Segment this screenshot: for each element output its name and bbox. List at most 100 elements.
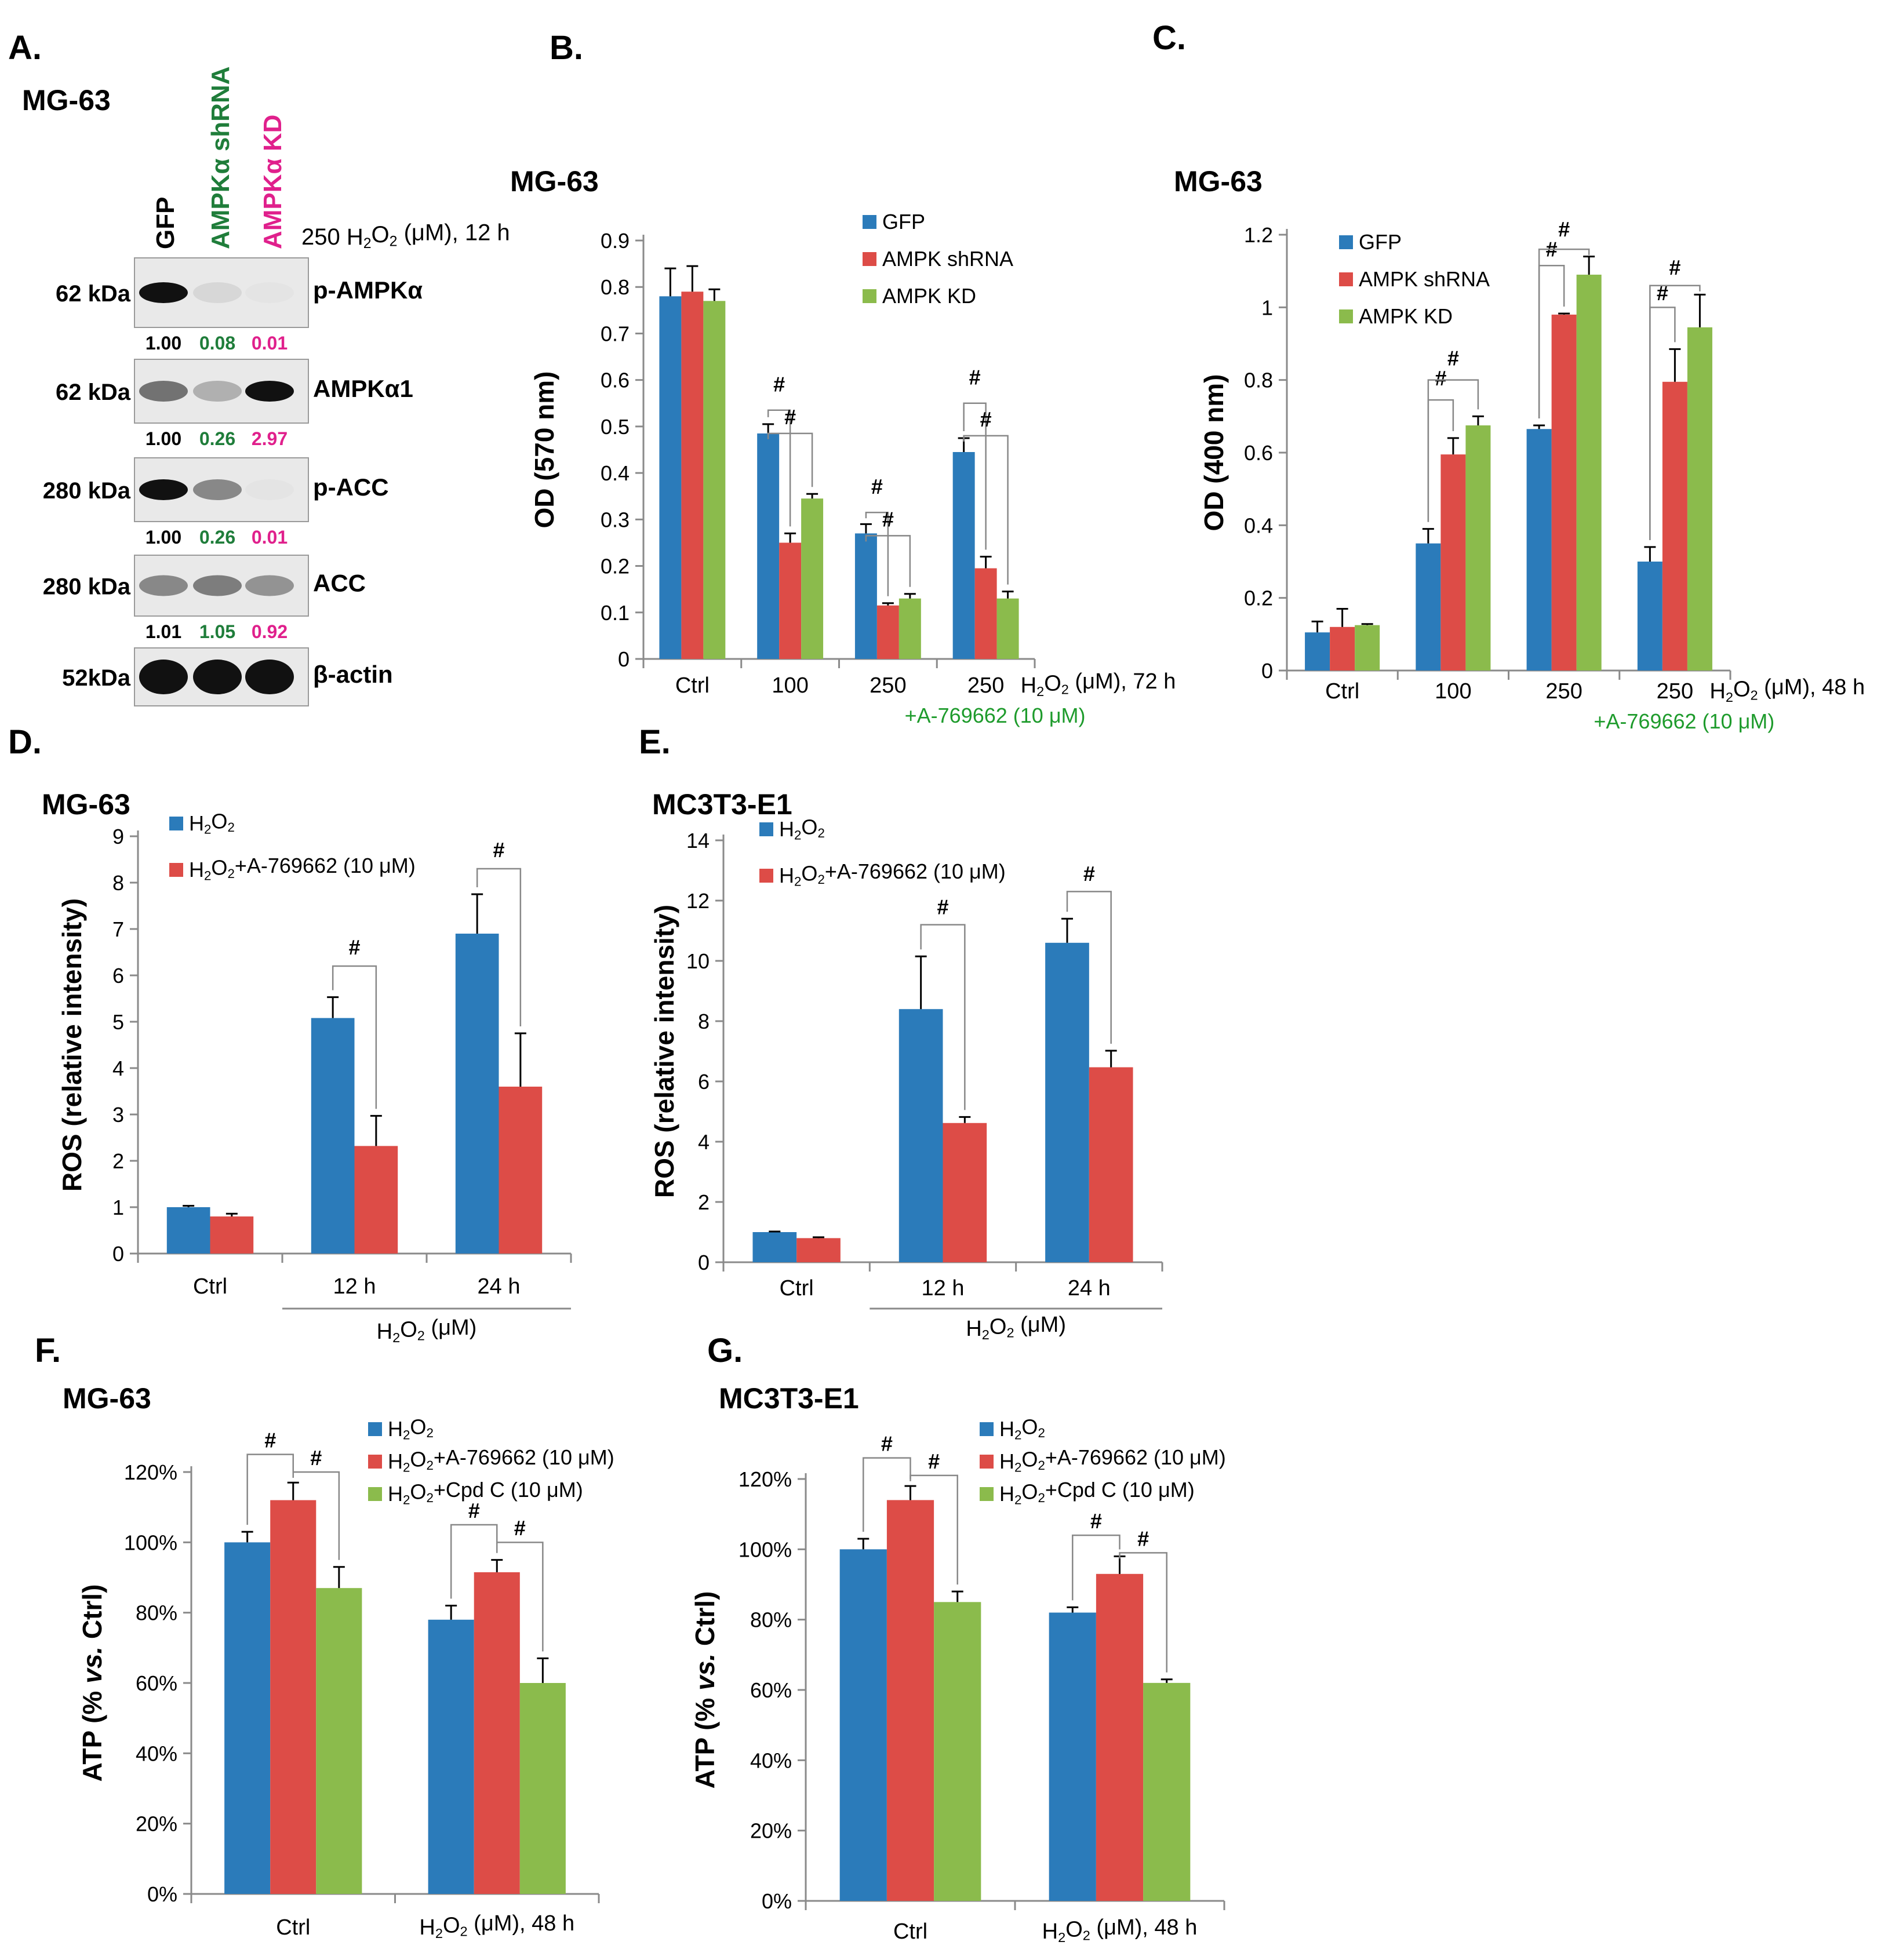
chart-title: MC3T3-E1 (719, 1382, 859, 1415)
significance-mark: # (514, 1516, 526, 1540)
y-tick-label: 4 (112, 1056, 124, 1080)
blot-value: 0.01 (252, 333, 288, 354)
blot-value: 0.01 (252, 527, 288, 548)
blot-kda: 280 kDa (43, 574, 131, 600)
y-tick-label: 6 (698, 1070, 710, 1094)
y-tick-label: 0 (1261, 659, 1273, 683)
y-tick-label: 0% (762, 1889, 792, 1913)
blot-value: 0.08 (199, 333, 235, 354)
bar-f-s0-g1 (428, 1619, 474, 1894)
chart-title: MC3T3-E1 (652, 788, 792, 821)
legend-label: H2O2​+A-769662 (10 μM) (779, 859, 1006, 888)
blot-band (139, 575, 188, 596)
blot-band (193, 381, 242, 402)
x-category-label: 250 (967, 673, 1004, 698)
bar-c-s1-g2 (1551, 314, 1577, 671)
lane-label: AMPKα shRNA (206, 67, 235, 250)
panel-label-a: A. (8, 29, 42, 67)
bar-c-s0-g2 (1526, 429, 1552, 671)
bar-b-s1-g3 (974, 568, 997, 659)
y-tick-label: 40% (136, 1742, 177, 1765)
bar-c-s2-g3 (1687, 327, 1712, 671)
y-tick-label: 8 (112, 871, 124, 895)
legend-label: H2O2​+Cpd C (10 μM) (388, 1478, 583, 1507)
y-tick-label: 2 (698, 1190, 710, 1214)
bar-b-s0-g0 (659, 296, 682, 659)
legend-swatch (169, 817, 183, 830)
legend-swatch (863, 252, 876, 266)
x-category-label: Ctrl (1325, 679, 1359, 704)
x-category-label: 100 (1435, 679, 1471, 704)
bar-b-s2-g0 (703, 301, 726, 659)
y-tick-label: 0.5 (601, 415, 630, 439)
significance-mark: # (264, 1429, 276, 1452)
bar-f-s0-g0 (224, 1542, 271, 1894)
bar-c-s1-g1 (1440, 454, 1466, 671)
y-tick-label: 2 (112, 1149, 124, 1173)
legend-swatch (1339, 272, 1353, 286)
blot-band (245, 282, 294, 303)
bar-c-s2-g2 (1576, 274, 1602, 671)
y-tick-label: 9 (112, 825, 124, 848)
blot-band (139, 381, 188, 402)
panel-label-c: C. (1152, 19, 1186, 57)
bar-f-s1-g1 (474, 1572, 520, 1894)
blot-kda: 280 kDa (43, 478, 131, 504)
x-category-label: 100 (772, 673, 808, 698)
legend-label: H2O2​+Cpd C (10 μM) (999, 1478, 1195, 1507)
x-category-label: 12 h (922, 1276, 965, 1300)
legend-label: H2O2​ (779, 815, 825, 843)
significance-mark: # (881, 1431, 893, 1455)
blot-band (245, 479, 294, 500)
legend-label: AMPK KD (1359, 304, 1453, 328)
bar-b-s0-g2 (854, 533, 877, 659)
significance-mark: # (1657, 281, 1668, 305)
bar-f-s1-g0 (270, 1500, 317, 1894)
legend-label: AMPK KD (882, 284, 976, 308)
blot-name: p-ACC (313, 473, 389, 501)
bar-c-s0-g1 (1416, 543, 1441, 671)
bar-e-s0-g1 (898, 1009, 943, 1262)
blot-value: 0.26 (199, 428, 235, 449)
legend-label: H2O2​ (999, 1415, 1045, 1442)
legend-label: GFP (1359, 230, 1402, 254)
x-note: H2O2​ (μM), 48 h (1709, 675, 1865, 705)
blot-band (193, 575, 242, 596)
legend-label: H2O2​ (388, 1415, 434, 1442)
bar-e-s0-g2 (1045, 942, 1089, 1262)
y-tick-label: 120% (124, 1460, 177, 1484)
significance-mark: # (468, 1499, 480, 1522)
bar-b-s2-g1 (801, 498, 824, 659)
blot-kda: 62 kDa (56, 281, 131, 307)
chart-title: MG-63 (510, 165, 599, 198)
bar-e-s0-g0 (752, 1232, 797, 1262)
significance-bracket (863, 1457, 911, 1532)
x-category-label: 250 (1545, 679, 1582, 704)
bar-d-s1-g2 (499, 1087, 543, 1254)
chart-g: MC3T3-E1 ATP (% vs. Ctrl) 0% 20% 40% 60% 80% 10… (690, 1382, 1226, 1945)
bar-d-s0-g0 (166, 1207, 210, 1254)
x-note: H2O2​ (μM), 72 h (1021, 669, 1176, 699)
blot-band (193, 660, 242, 694)
y-tick-label: 20% (750, 1819, 792, 1843)
significance-mark: # (773, 373, 785, 396)
y-tick-label: 1.2 (1244, 223, 1273, 247)
significance-mark: # (784, 405, 796, 429)
y-tick-label: 0% (147, 1882, 177, 1906)
significance-bracket (767, 432, 813, 487)
significance-bracket (292, 1471, 340, 1560)
significance-bracket (1649, 285, 1701, 540)
x-category-label: Ctrl (675, 673, 710, 698)
bar-g-s1-g1 (1096, 1573, 1144, 1901)
y-tick-label: 0 (698, 1251, 710, 1274)
significance-bracket (865, 535, 911, 587)
legend-label: H2O2​+A-769662 (10 μM) (388, 1445, 614, 1474)
y-tick-label: 0.6 (601, 369, 630, 392)
lane-label: GFP (151, 197, 180, 249)
y-tick-label: 20% (136, 1812, 177, 1836)
panel-label-g: G. (707, 1332, 743, 1369)
legend-swatch (1339, 309, 1353, 323)
y-tick-label: 100% (739, 1538, 792, 1561)
significance-bracket (1427, 379, 1479, 522)
